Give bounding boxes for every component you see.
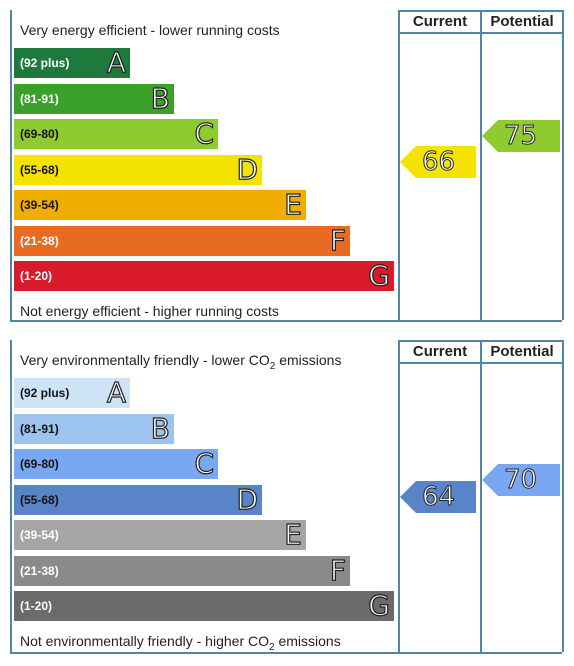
rating-band-a: (92 plus) A bbox=[14, 45, 130, 80]
bottom-caption: Not energy efficient - higher running co… bbox=[20, 303, 279, 319]
rating-band-c: (69-80) C bbox=[14, 446, 218, 481]
environmental-impact-panel: Current Potential Very environmentally f… bbox=[10, 340, 564, 654]
band-letter: B bbox=[150, 81, 170, 115]
band-letter: A bbox=[106, 375, 126, 409]
rating-band-e: (39-54) E bbox=[14, 187, 306, 222]
band-range: (21-38) bbox=[20, 563, 59, 578]
band-letter: F bbox=[329, 553, 346, 587]
potential-rating-value: 70 bbox=[503, 465, 538, 496]
current-rating-value: 64 bbox=[421, 482, 456, 513]
band-letter: D bbox=[236, 152, 259, 186]
rating-band-a: (92 plus) A bbox=[14, 375, 130, 410]
current-arrow-shape bbox=[400, 146, 476, 178]
band-letter: F bbox=[329, 223, 346, 257]
rating-band-b: (81-91) B bbox=[14, 81, 174, 115]
rating-band-f: (21-38) F bbox=[14, 553, 350, 587]
bottom-caption: Not environmentally friendly - higher CO… bbox=[20, 633, 341, 653]
band-range: (1-20) bbox=[20, 599, 53, 613]
band-letter: C bbox=[194, 446, 215, 480]
potential-column-header: Potential bbox=[490, 13, 554, 30]
current-column-header: Current bbox=[412, 343, 468, 360]
band-letter: A bbox=[106, 45, 126, 79]
potential-rating-value: 75 bbox=[503, 121, 538, 152]
band-letter: D bbox=[236, 482, 259, 516]
band-letter: G bbox=[368, 258, 391, 292]
band-range: (81-91) bbox=[20, 421, 59, 436]
band-range: (81-91) bbox=[20, 91, 59, 106]
band-range: (1-20) bbox=[20, 269, 53, 283]
rating-band-e: (39-54) E bbox=[14, 517, 306, 552]
current-arrow-shape bbox=[400, 481, 476, 513]
band-range: (92 plus) bbox=[20, 386, 70, 400]
current-column-header: Current bbox=[412, 13, 468, 30]
band-letter: E bbox=[284, 517, 303, 551]
rating-band-d: (55-68) D bbox=[14, 152, 262, 186]
band-letter: G bbox=[368, 588, 391, 622]
potential-arrow-shape bbox=[482, 464, 560, 496]
top-caption: Very energy efficient - lower running co… bbox=[20, 22, 280, 38]
potential-arrow-shape bbox=[482, 120, 560, 152]
band-range: (21-38) bbox=[20, 233, 59, 248]
rating-band-f: (21-38) F bbox=[14, 223, 350, 257]
current-rating-value: 66 bbox=[421, 147, 456, 178]
band-range: (55-68) bbox=[20, 162, 59, 177]
rating-band-g: (1-20) G bbox=[14, 258, 394, 293]
band-range: (39-54) bbox=[20, 528, 59, 542]
band-letter: C bbox=[194, 116, 215, 150]
energy-efficiency-panel: Current Potential Very energy efficient … bbox=[10, 10, 564, 322]
band-range: (39-54) bbox=[20, 198, 59, 212]
rating-band-b: (81-91) B bbox=[14, 411, 174, 445]
rating-band-g: (1-20) G bbox=[14, 588, 394, 623]
potential-column-header: Potential bbox=[490, 343, 554, 360]
band-letter: B bbox=[150, 411, 170, 445]
potential-rating-arrow: 70 bbox=[482, 464, 560, 496]
rating-band-d: (55-68) D bbox=[14, 482, 262, 516]
band-range: (92 plus) bbox=[20, 56, 70, 70]
current-rating-arrow: 64 bbox=[400, 481, 476, 513]
band-range: (69-80) bbox=[20, 457, 59, 471]
band-letter: E bbox=[284, 187, 303, 221]
band-range: (55-68) bbox=[20, 492, 59, 507]
current-rating-arrow: 66 bbox=[400, 146, 476, 178]
rating-band-c: (69-80) C bbox=[14, 116, 218, 151]
band-range: (69-80) bbox=[20, 127, 59, 141]
top-caption: Very environmentally friendly - lower CO… bbox=[20, 352, 342, 372]
potential-rating-arrow: 75 bbox=[482, 120, 560, 152]
